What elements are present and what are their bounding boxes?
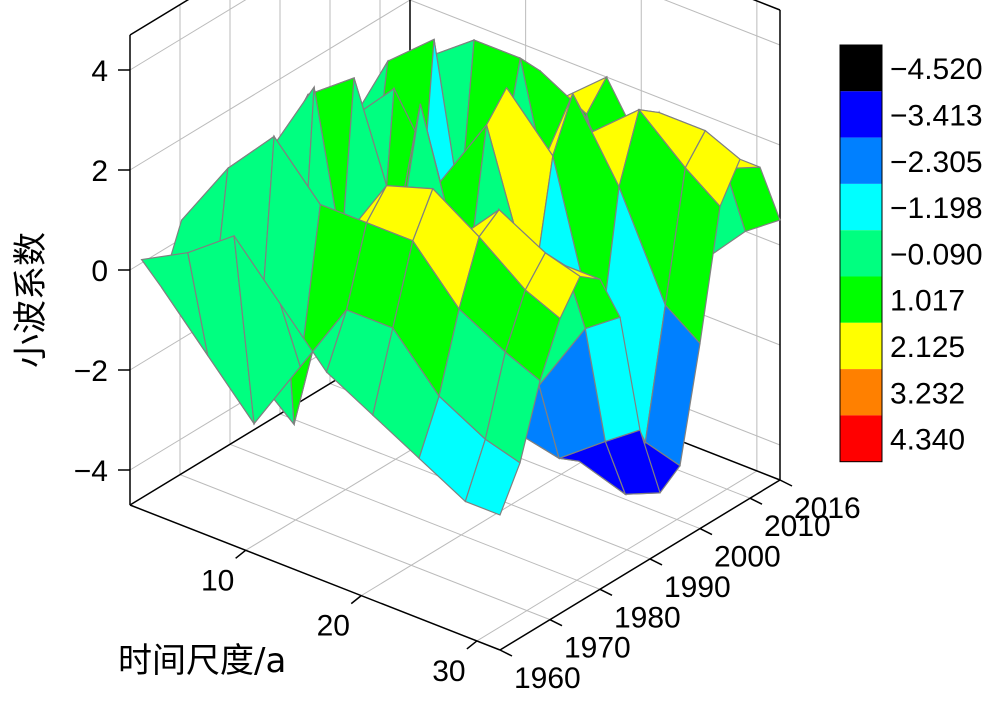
x-tick-label: 20 — [317, 610, 350, 643]
grid-line — [129, 0, 247, 71]
colorbar-label: −2.305 — [890, 146, 983, 179]
x-axis-label: 时间尺度/a — [118, 641, 286, 681]
y-tick-label: 2000 — [714, 541, 781, 574]
box-edge — [499, 479, 781, 651]
grid-line — [476, 470, 758, 642]
colorbar-label: −1.198 — [890, 192, 983, 225]
y-tick — [649, 558, 663, 566]
box-edge — [129, 0, 190, 36]
colorbar-label: 3.232 — [890, 377, 965, 410]
colorbar-label: −0.090 — [890, 238, 983, 271]
box-edge — [752, 0, 781, 11]
surface-mesh — [140, 38, 781, 516]
y-tick — [599, 588, 613, 596]
colorbar-swatch — [840, 369, 882, 416]
colorbar-swatch — [840, 45, 882, 92]
grid-line — [229, 443, 601, 590]
colorbar-frame — [839, 44, 883, 463]
colorbar-swatch — [840, 415, 882, 462]
colorbar-swatch — [840, 91, 882, 138]
colorbar-label: −4.520 — [890, 53, 983, 86]
box-edge — [129, 504, 501, 651]
x-tick — [235, 549, 247, 559]
z-axis-label: 小波系数 — [11, 232, 51, 368]
y-tick — [499, 649, 513, 657]
y-tick-label: 1980 — [614, 601, 681, 634]
z-tick-label: 0 — [91, 255, 108, 288]
z-tick-label: −2 — [74, 355, 108, 388]
y-tick-label: 1960 — [514, 662, 581, 695]
y-tick-label: 2010 — [764, 510, 831, 543]
y-tick — [749, 497, 763, 505]
colorbar: −4.520 −3.413 −2.305 −1.198 −0.090 1.017 2.125… — [839, 44, 983, 463]
colorbar-label: 4.340 — [890, 424, 965, 457]
colorbar-swatch — [840, 230, 882, 277]
grid-line — [663, 0, 781, 46]
colorbar-label: 2.125 — [890, 331, 965, 364]
colorbar-swatch — [840, 276, 882, 323]
y-tick — [699, 527, 713, 536]
grid-line — [179, 474, 551, 621]
x-tick-label: 30 — [432, 655, 465, 688]
y-tick-label: 2016 — [794, 492, 861, 525]
grid-line — [129, 0, 411, 171]
colorbar-swatch — [840, 183, 882, 231]
y-tick-label: 1970 — [564, 632, 631, 665]
x-tick — [466, 640, 478, 650]
z-tick-label: 4 — [91, 55, 108, 88]
z-tick-label: −4 — [74, 455, 108, 488]
grid-line — [409, 0, 781, 146]
x-tick-label: 10 — [201, 564, 234, 597]
colorbar-label: 1.017 — [890, 285, 965, 318]
y-tick-label: 1990 — [664, 571, 731, 604]
y-tick — [549, 618, 563, 627]
colorbar-swatch — [840, 322, 882, 370]
colorbar-swatch — [840, 137, 882, 184]
axes-box-front — [129, 479, 781, 651]
colorbar-label: −3.413 — [890, 99, 983, 132]
y-tick — [779, 479, 793, 487]
x-tick — [350, 595, 362, 605]
z-tick-label: 2 — [91, 155, 108, 188]
surface-patch — [464, 438, 521, 516]
